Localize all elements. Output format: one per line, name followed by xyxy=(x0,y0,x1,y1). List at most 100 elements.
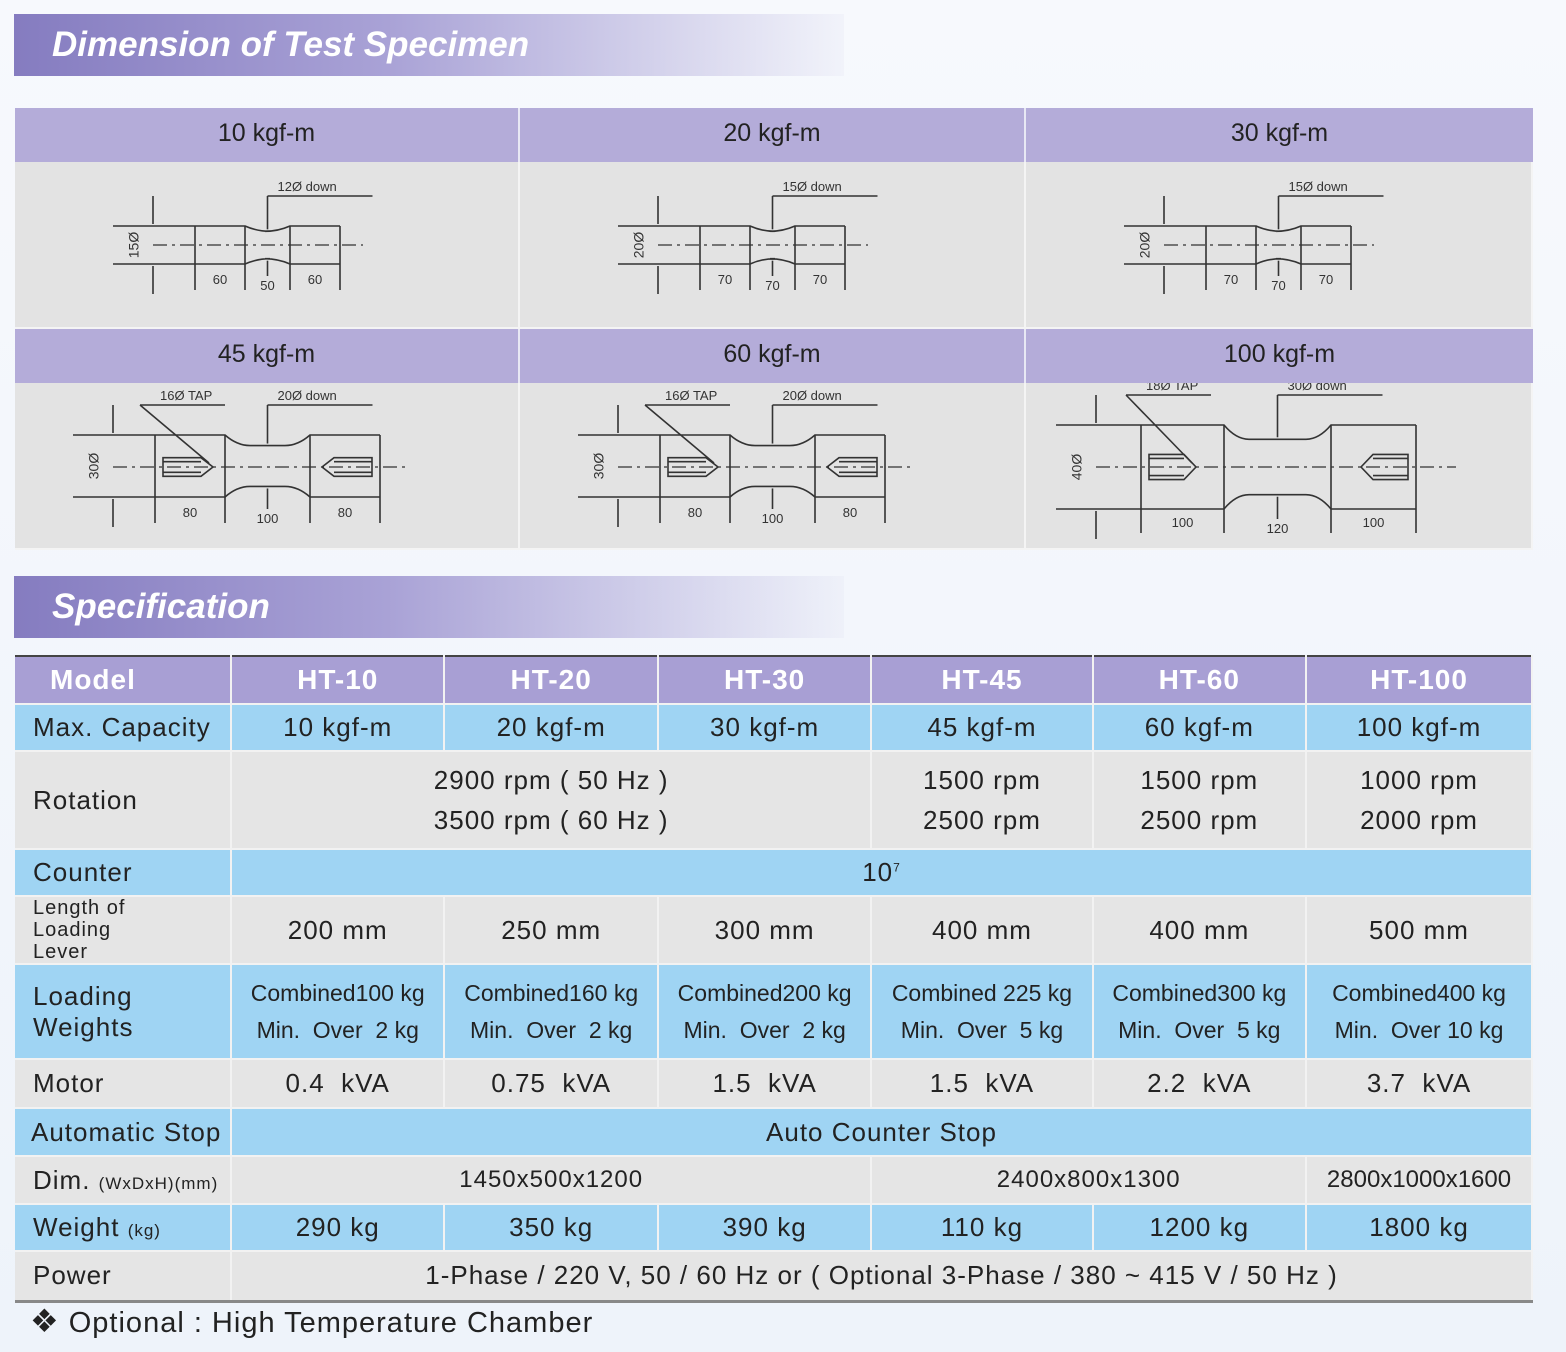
length-label: 70 xyxy=(718,272,732,287)
tap-label: 16Ø TAP xyxy=(160,388,212,403)
cell-line: 1500 rpm xyxy=(923,765,1041,795)
cell: 2400x800x1300 xyxy=(871,1156,1308,1205)
section-title-dimension: Dimension of Test Specimen xyxy=(14,14,844,76)
cell: 45 kgf-m xyxy=(871,704,1094,752)
cell: 1.5 kVA xyxy=(657,1059,873,1109)
cell: 10 kgf-m xyxy=(231,704,446,752)
diameter-label: 30Ø xyxy=(86,453,102,480)
length-label: 100 xyxy=(257,511,279,526)
row-label: Counter xyxy=(15,849,232,897)
cell-line: 2900 rpm ( 50 Hz ) xyxy=(433,765,669,795)
cell: 2.2 kVA xyxy=(1092,1059,1308,1109)
length-label: 80 xyxy=(338,505,352,520)
tap-hole xyxy=(162,456,215,478)
header-cell: HT-45 xyxy=(871,656,1094,705)
cell: 250 mm xyxy=(444,896,659,965)
length-label: 80 xyxy=(843,505,857,520)
tap-hole xyxy=(825,456,878,478)
cell: 100 kgf-m xyxy=(1306,704,1533,752)
length-label: 70 xyxy=(765,278,779,293)
row-label: Max. Capacity xyxy=(15,704,232,752)
row-label: Length of Loading Lever xyxy=(15,896,232,965)
tap-hole xyxy=(667,456,720,478)
cell-line: 1000 rpm xyxy=(1360,765,1478,795)
cell-line: Combined100 kg xyxy=(250,979,425,1006)
specimen-title: 100 kgf-m xyxy=(1026,329,1533,383)
leader-line xyxy=(1125,394,1193,464)
cell: 107 xyxy=(231,849,1533,897)
length-label: 80 xyxy=(183,505,197,520)
leader-line xyxy=(644,404,715,464)
counter-base: 10 xyxy=(862,857,894,887)
cell-line: Min. Over 5 kg xyxy=(900,1016,1064,1043)
cell-line: Min. Over 10 kg xyxy=(1334,1016,1504,1043)
cell: 20 kgf-m xyxy=(444,704,659,752)
cell-line: Combined400 kg xyxy=(1332,979,1506,1006)
cell: 30 kgf-m xyxy=(657,704,873,752)
length-label: 100 xyxy=(762,511,784,526)
cell-line: 2500 rpm xyxy=(1140,805,1259,835)
cell-line: Min. Over 2 kg xyxy=(256,1016,419,1043)
neck-label: 20Ø down xyxy=(783,388,842,403)
counter-exponent: 7 xyxy=(893,860,901,875)
specimen-drawing: 20Ø 70 70 70 15Ø down xyxy=(1026,162,1533,329)
cell: Auto Counter Stop xyxy=(231,1108,1533,1157)
specimen-title: 10 kgf-m xyxy=(15,108,520,162)
table-row-dim: Dim. (WxDxH)(mm) 1450x500x1200 2400x800x… xyxy=(15,1156,1533,1205)
table-row-power: Power 1-Phase / 220 V, 50 / 60 Hz or ( O… xyxy=(15,1251,1533,1302)
row-label: Loading Weights xyxy=(15,964,232,1060)
leader-line xyxy=(139,404,210,464)
cell: 1500 rpm 2500 rpm xyxy=(1092,751,1308,850)
specimen-svg: 20Ø 70 70 70 15Ø down xyxy=(1124,179,1384,294)
specimen-svg: 40Ø 100 120 100 30Ø down 18Ø TAP xyxy=(1056,383,1456,539)
cell: 1500 rpm 2500 rpm xyxy=(871,751,1094,850)
specification-table: Model HT-10 HT-20 HT-30 HT-45 HT-60 HT-1… xyxy=(15,655,1533,1303)
cell: 1450x500x1200 xyxy=(231,1156,873,1205)
label-text: Dim. xyxy=(33,1164,91,1195)
header-cell: HT-20 xyxy=(444,656,659,705)
specimen-drawing: 30Ø 80 100 80 20Ø down 16Ø TAP xyxy=(15,383,520,550)
optional-text: Optional : High Temperature Chamber xyxy=(68,1307,594,1339)
cell: Combined100 kg Min. Over 2 kg xyxy=(231,964,446,1060)
length-label: 100 xyxy=(1363,515,1385,530)
cell: 390 kg xyxy=(657,1204,873,1252)
cell-line: Min. Over 5 kg xyxy=(1118,1016,1281,1043)
specimen-title: 45 kgf-m xyxy=(15,329,520,383)
cell: 500 mm xyxy=(1306,896,1533,965)
length-label: 60 xyxy=(213,272,227,287)
specimen-drawing: 20Ø 70 70 70 15Ø down xyxy=(520,162,1026,329)
length-label: 60 xyxy=(308,272,322,287)
specimen-grid: 10 kgf-m 20 kgf-m 30 kgf-m 15Ø 60 50 60 12Ø … xyxy=(15,108,1533,550)
header-cell: HT-100 xyxy=(1306,656,1533,705)
row-label: Weight (kg) xyxy=(15,1204,232,1252)
specimen-outline xyxy=(1141,424,1416,510)
specimen-svg: 20Ø 70 70 70 15Ø down xyxy=(618,179,878,294)
cell: 350 kg xyxy=(444,1204,659,1252)
specimen-drawing: 30Ø 80 100 80 20Ø down 16Ø TAP xyxy=(520,383,1026,550)
cell: 3.7 kVA xyxy=(1306,1059,1533,1109)
length-label: 70 xyxy=(1271,278,1285,293)
label-text: Weight xyxy=(33,1212,120,1242)
four-diamond-bullet-icon: ❖ xyxy=(30,1303,60,1339)
length-label: 120 xyxy=(1267,521,1289,536)
table-row-motor: Motor 0.4 kVA 0.75 kVA 1.5 kVA 1.5 kVA 2… xyxy=(15,1059,1533,1109)
cell: 1-Phase / 220 V, 50 / 60 Hz or ( Optiona… xyxy=(231,1251,1533,1302)
specimen-drawing: 15Ø 60 50 60 12Ø down xyxy=(15,162,520,329)
cell: Combined200 kg Min. Over 2 kg xyxy=(657,964,873,1060)
specimen-outline xyxy=(660,434,885,498)
cell: 300 mm xyxy=(657,896,873,965)
cell-line: 2000 rpm xyxy=(1360,805,1478,835)
length-label: 80 xyxy=(688,505,702,520)
neck-label: 30Ø down xyxy=(1288,383,1347,393)
label-unit: (kg) xyxy=(127,1221,161,1240)
specimen-svg: 15Ø 60 50 60 12Ø down xyxy=(113,179,373,294)
length-label: 70 xyxy=(1224,272,1238,287)
tap-hole xyxy=(1148,453,1198,481)
table-header-row: Model HT-10 HT-20 HT-30 HT-45 HT-60 HT-1… xyxy=(15,656,1533,705)
cell: 60 kgf-m xyxy=(1092,704,1308,752)
specimen-title: 60 kgf-m xyxy=(520,329,1026,383)
cell: Combined160 kg Min. Over 2 kg xyxy=(444,964,659,1060)
row-label: Motor xyxy=(15,1059,232,1109)
specimen-title: 20 kgf-m xyxy=(520,108,1026,162)
specimen-outline xyxy=(1206,225,1351,265)
